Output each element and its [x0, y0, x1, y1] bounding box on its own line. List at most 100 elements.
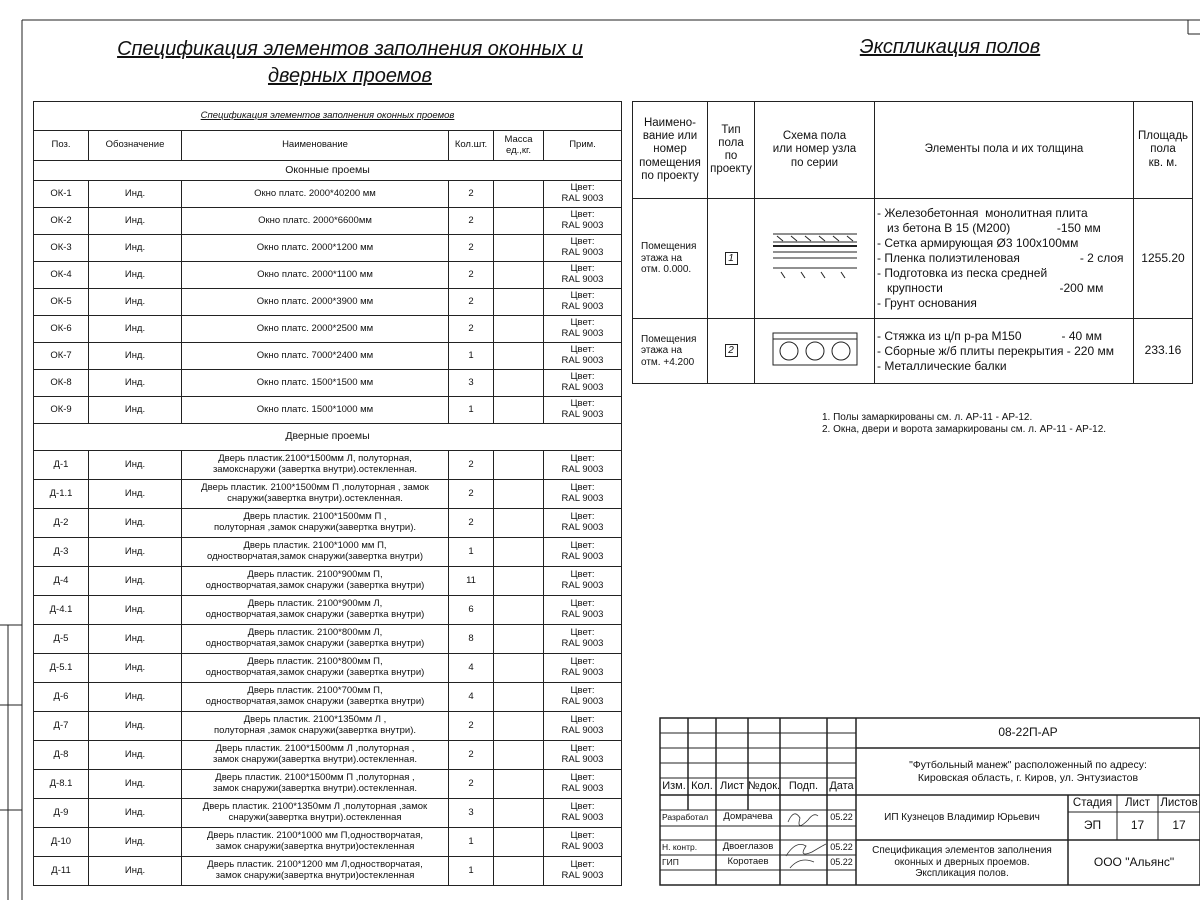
cell-mark: Инд. — [88, 653, 182, 683]
table-row: ОК-2 Инд. Окно платс. 2000*6600мм 2 Цвет: RA… — [33, 207, 622, 235]
spec-table: Спецификация элементов заполнения оконны… — [33, 101, 622, 886]
column-header: Подп. — [788, 780, 819, 793]
cell-pos: Д-7 — [33, 711, 89, 741]
person-name: Коротаев — [727, 856, 769, 868]
schema-cell — [754, 198, 875, 319]
cell-note: Цвет: RAL 9003 — [543, 595, 622, 625]
cell-qty: 2 — [448, 711, 494, 741]
table-row: Д-9 Инд. Дверь пластик. 2100*1350мм Л ,пол… — [33, 798, 622, 828]
cell-qty: 2 — [448, 180, 494, 208]
type-cell: 2 — [707, 318, 755, 384]
table-row: ОК-3 Инд. Окно платс. 2000*1200 мм 2 Цвет: R… — [33, 234, 622, 262]
project-name: "Футбольный манеж" расположенный по адре… — [909, 759, 1147, 784]
cell-name: Дверь пластик.2100*1500мм Л, полуторная,… — [181, 450, 449, 480]
table-row: Спецификация элементов заполнения оконны… — [33, 101, 622, 131]
cell-empty — [493, 798, 544, 828]
area-cell: 233.16 — [1133, 318, 1193, 384]
cell-qty: 8 — [448, 624, 494, 654]
cell-mark: Инд. — [88, 682, 182, 712]
table-row: Д-6 Инд. Дверь пластик. 2100*700мм П, одно… — [33, 682, 622, 712]
cell-empty — [493, 711, 544, 741]
cell-note: Цвет: RAL 9003 — [543, 827, 622, 857]
area-cell: 1255.20 — [1133, 198, 1193, 319]
cell-mark: Инд. — [88, 798, 182, 828]
header-cell: Прим. — [543, 130, 622, 161]
cell-qty: 2 — [448, 479, 494, 509]
table-row: Д-8.1 Инд. Дверь пластик. 2100*1500мм П ,п… — [33, 769, 622, 799]
cell-empty — [493, 537, 544, 567]
cell-empty — [493, 595, 544, 625]
header-cell: Тип пола по проекту — [707, 101, 755, 199]
table-row: Д-8 Инд. Дверь пластик. 2100*1500мм Л ,пол… — [33, 740, 622, 770]
cell-name: Окно платс. 1500*1500 мм — [181, 369, 449, 397]
cell-note: Цвет: RAL 9003 — [543, 479, 622, 509]
sheet-code: 08-22П-АР — [998, 725, 1058, 740]
person-date: 05.22 — [830, 857, 853, 868]
cell-qty: 1 — [448, 342, 494, 370]
element-line: - Стяжка из ц/п р-ра М150 - 40 мм — [877, 328, 1103, 343]
cell-pos: Д-8 — [33, 740, 89, 770]
cell-pos: Д-5.1 — [33, 653, 89, 683]
person-role: Н. контр. — [662, 841, 698, 852]
stage-value: ЭП — [1083, 818, 1102, 833]
cell-pos: Д-10 — [33, 827, 89, 857]
caption-text: Спецификация элементов заполнения оконны… — [200, 109, 455, 121]
header-cell: Элементы пола и их толщина — [874, 101, 1134, 199]
cell-pos: ОК-2 — [33, 207, 89, 235]
cell-name: Дверь пластик. 2100*1200 мм Л,одностворч… — [181, 856, 449, 886]
cell-qty: 2 — [448, 450, 494, 480]
cell-empty — [493, 624, 544, 654]
cell-empty — [493, 740, 544, 770]
cell-name: Дверь пластик. 2100*1350мм Л , полуторна… — [181, 711, 449, 741]
cell-pos: Д-3 — [33, 537, 89, 567]
cell-name: Дверь пластик. 2100*1500мм П ,полуторная… — [181, 769, 449, 799]
floor-schema — [772, 233, 857, 279]
element-line: из бетона В 15 (М200) -150 мм — [877, 221, 1101, 235]
cell-note: Цвет: RAL 9003 — [543, 369, 622, 397]
table-row: Д-2 Инд. Дверь пластик. 2100*1500мм П , по… — [33, 508, 622, 538]
cell-mark: Инд. — [88, 342, 182, 370]
cell-note: Цвет: RAL 9003 — [543, 537, 622, 567]
cell-name: Окно платс. 2000*1100 мм — [181, 261, 449, 289]
cell-name: Дверь пластик. 2100*1500мм Л ,полуторная… — [181, 740, 449, 770]
cell-mark: Инд. — [88, 315, 182, 343]
cell-qty: 2 — [448, 315, 494, 343]
cell-name: Дверь пластик. 2100*1500мм П , полуторна… — [181, 508, 449, 538]
cell-note: Цвет: RAL 9003 — [543, 740, 622, 770]
cell-name: Дверь пластик. 2100*1000 мм П,одностворч… — [181, 827, 449, 857]
cell-qty: 3 — [448, 369, 494, 397]
cell-note: Цвет: RAL 9003 — [543, 207, 622, 235]
cell-mark: Инд. — [88, 288, 182, 316]
cell-pos: ОК-8 — [33, 369, 89, 397]
table-row: Д-1.1 Инд. Дверь пластик. 2100*1500мм П ,п… — [33, 479, 622, 509]
element-line: крупности -200 мм — [877, 281, 1104, 295]
table-row: Д-11 Инд. Дверь пластик. 2100*1200 мм Л,од… — [33, 856, 622, 886]
table-row: ОК-1 Инд. Окно платс. 2000*40200 мм 2 Цвет: … — [33, 180, 622, 208]
cell-name: Дверь пластик. 2100*900мм П, одностворча… — [181, 566, 449, 596]
company: ООО "Альянс" — [1093, 854, 1175, 869]
cell-qty: 1 — [448, 537, 494, 567]
person-role: ГИП — [662, 856, 679, 867]
header-cell: Наименование — [181, 130, 449, 161]
cell-pos: Д-8.1 — [33, 769, 89, 799]
stage-header: Стадия — [1072, 796, 1113, 809]
cell-pos: Д-1.1 — [33, 479, 89, 509]
cell-empty — [493, 508, 544, 538]
cell-qty: 2 — [448, 207, 494, 235]
cell-mark: Инд. — [88, 769, 182, 799]
cell-note: Цвет: RAL 9003 — [543, 798, 622, 828]
room-cell: Помещения этажа на отм. +4.200 — [632, 318, 708, 384]
table-row: Д-4.1 Инд. Дверь пластик. 2100*900мм Л, од… — [33, 595, 622, 625]
cell-qty: 4 — [448, 682, 494, 712]
cell-pos: Д-11 — [33, 856, 89, 886]
cell-name: Дверь пластик. 2100*700мм П, одностворча… — [181, 682, 449, 712]
table-row: Д-5 Инд. Дверь пластик. 2100*800мм Л, одно… — [33, 624, 622, 654]
stage-value: 17 — [1130, 818, 1145, 833]
cell-mark: Инд. — [88, 450, 182, 480]
cell-name: Окно платс. 2000*40200 мм — [181, 180, 449, 208]
table-row: Наимено- вание или номер помещения по пр… — [632, 101, 1193, 199]
cell-pos: ОК-9 — [33, 396, 89, 424]
cell-pos: Д-9 — [33, 798, 89, 828]
cell-note: Цвет: RAL 9003 — [543, 653, 622, 683]
cell-pos: ОК-4 — [33, 261, 89, 289]
